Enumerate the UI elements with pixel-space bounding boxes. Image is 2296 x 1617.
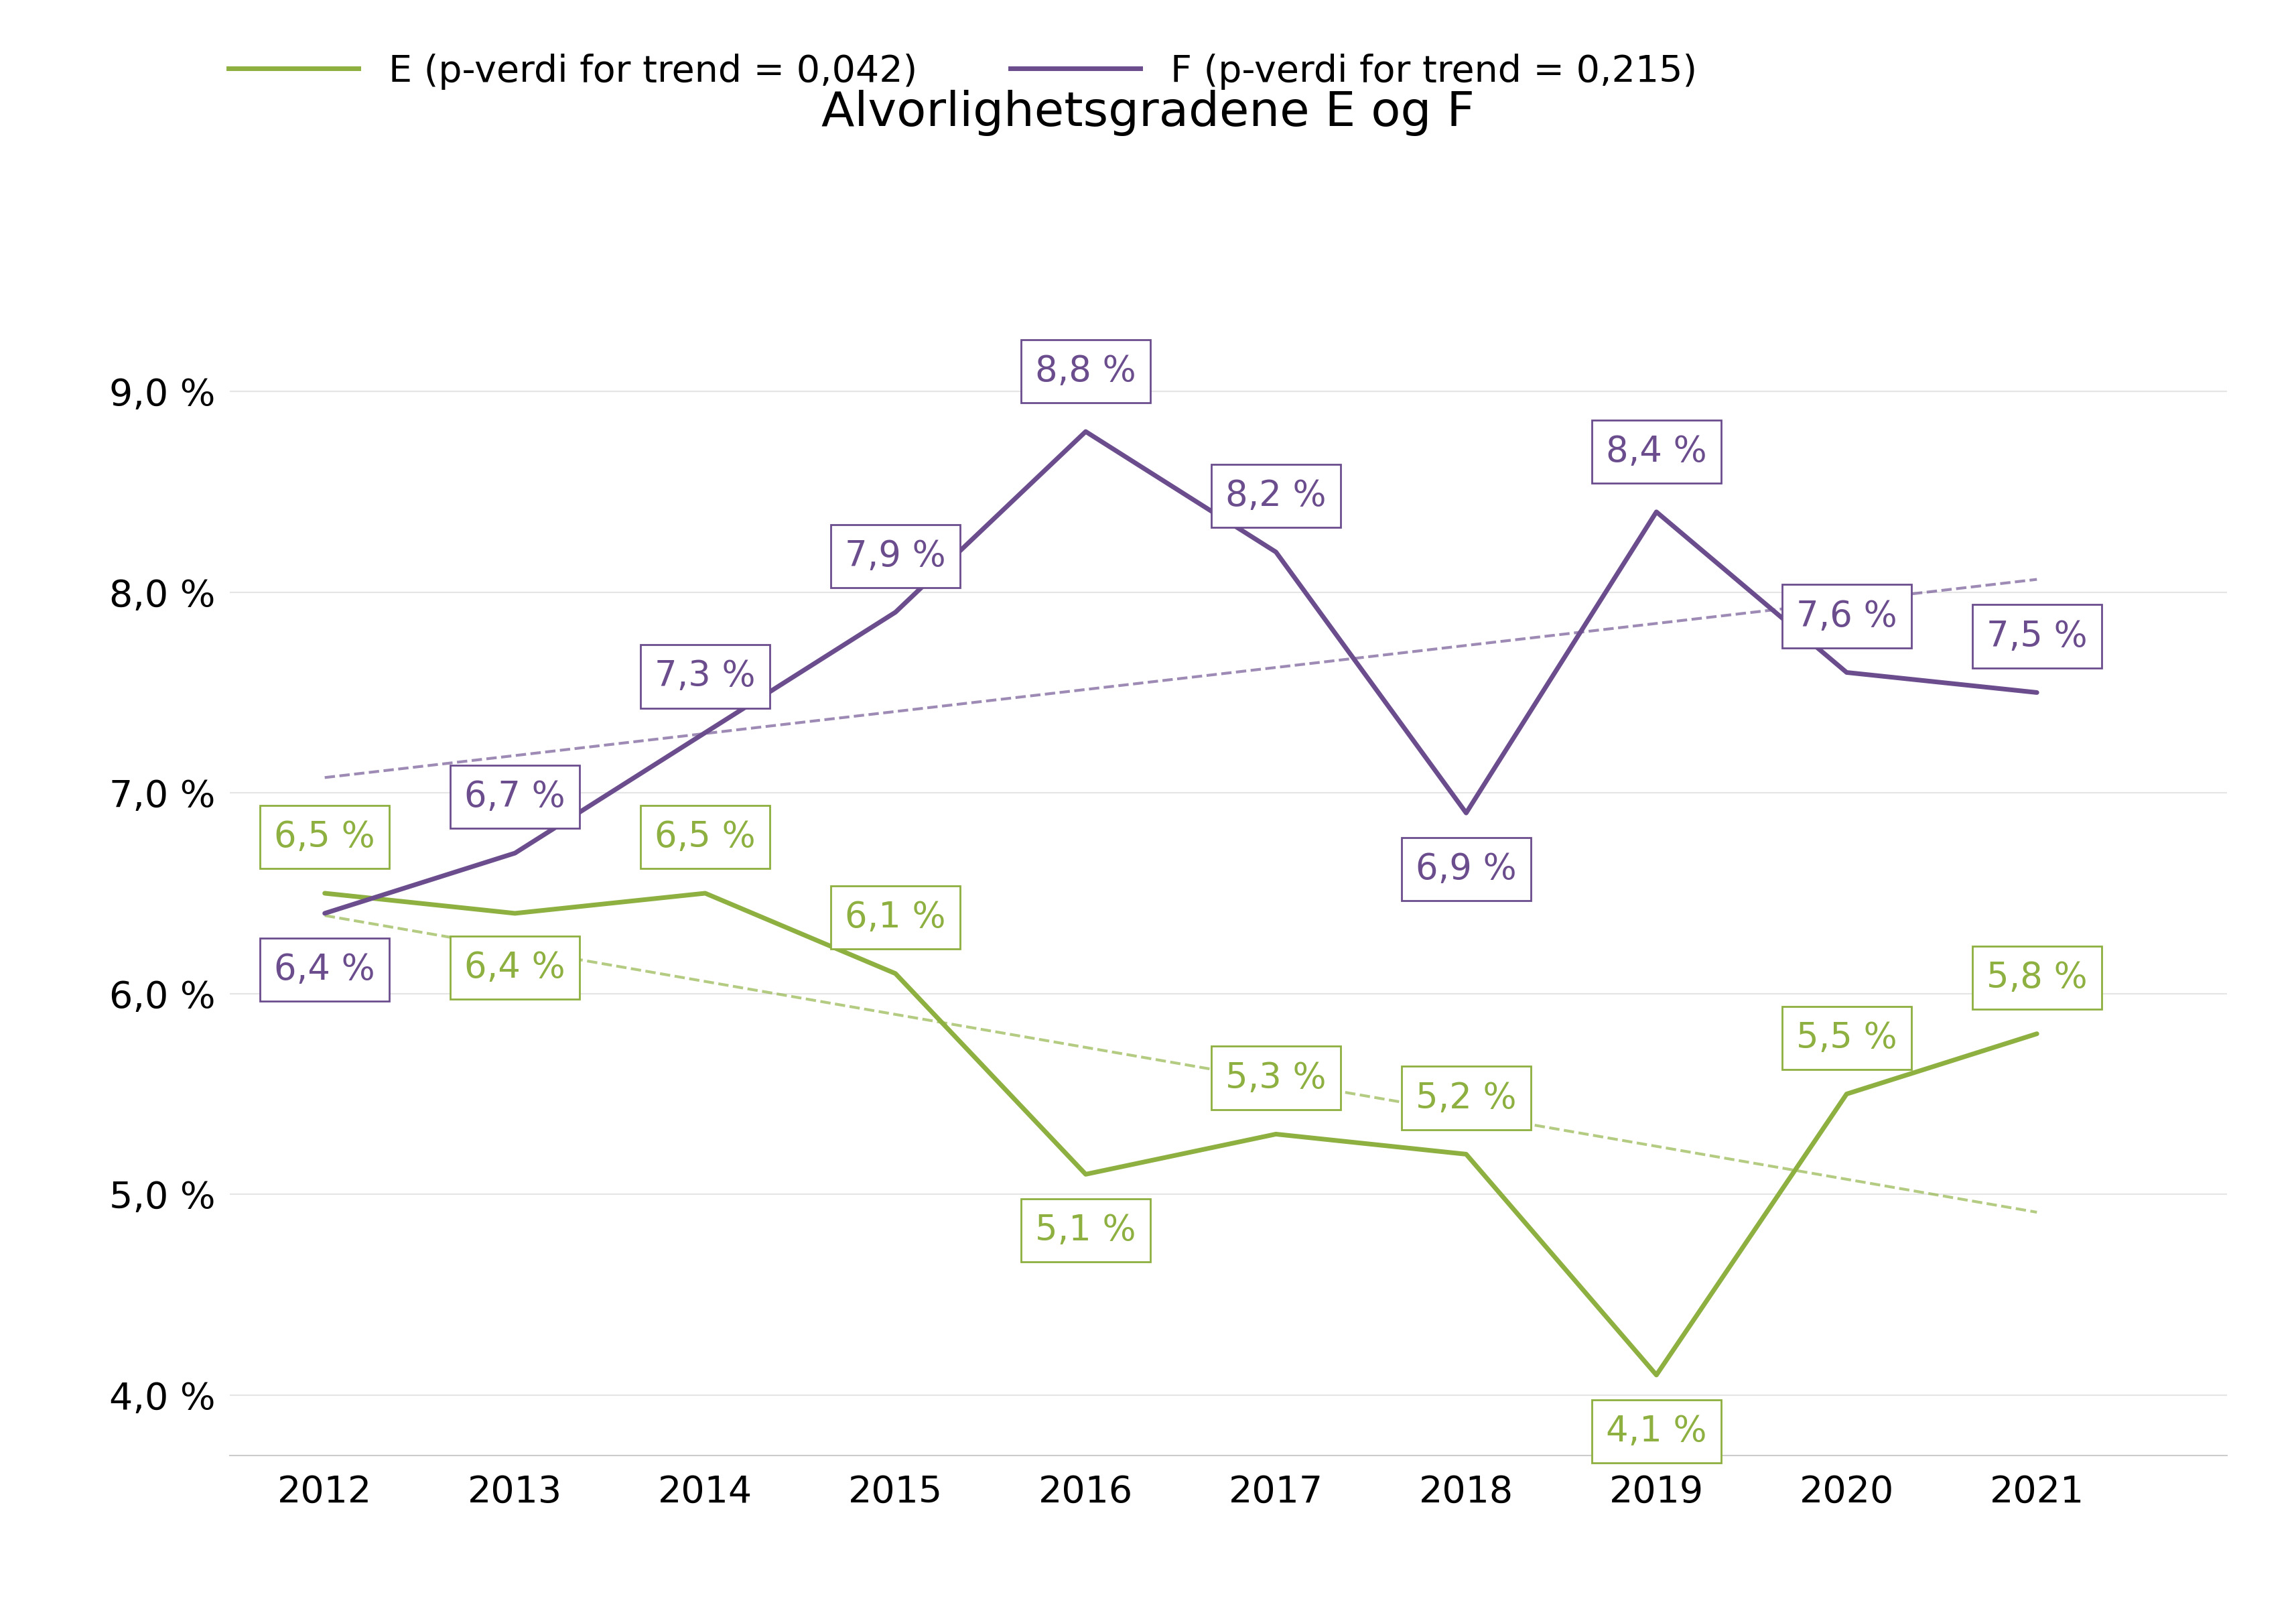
- Text: 5,2 %: 5,2 %: [1417, 1080, 1518, 1116]
- Text: Alvorlighetsgradene E og F: Alvorlighetsgradene E og F: [822, 91, 1474, 136]
- Text: 8,2 %: 8,2 %: [1226, 479, 1327, 513]
- Text: 6,5 %: 6,5 %: [273, 820, 374, 854]
- Text: 7,6 %: 7,6 %: [1795, 598, 1896, 634]
- Text: 7,5 %: 7,5 %: [1986, 619, 2087, 653]
- Text: 6,4 %: 6,4 %: [273, 952, 374, 986]
- Text: 5,3 %: 5,3 %: [1226, 1061, 1327, 1095]
- Text: 7,3 %: 7,3 %: [654, 660, 755, 694]
- Text: 6,4 %: 6,4 %: [464, 951, 565, 985]
- Legend: E (p-verdi for trend = 0,042), F (p-verdi for trend = 0,215): E (p-verdi for trend = 0,042), F (p-verd…: [227, 53, 1697, 89]
- Text: 8,4 %: 8,4 %: [1605, 435, 1706, 469]
- Text: 5,1 %: 5,1 %: [1035, 1213, 1137, 1248]
- Text: 6,7 %: 6,7 %: [464, 779, 565, 815]
- Text: 7,9 %: 7,9 %: [845, 538, 946, 574]
- Text: 6,5 %: 6,5 %: [654, 820, 755, 854]
- Text: 5,5 %: 5,5 %: [1795, 1020, 1896, 1056]
- Text: 6,1 %: 6,1 %: [845, 901, 946, 935]
- Text: 8,8 %: 8,8 %: [1035, 354, 1137, 388]
- Text: 6,9 %: 6,9 %: [1417, 852, 1518, 886]
- Text: 5,8 %: 5,8 %: [1986, 960, 2087, 994]
- Text: 4,1 %: 4,1 %: [1605, 1413, 1706, 1449]
